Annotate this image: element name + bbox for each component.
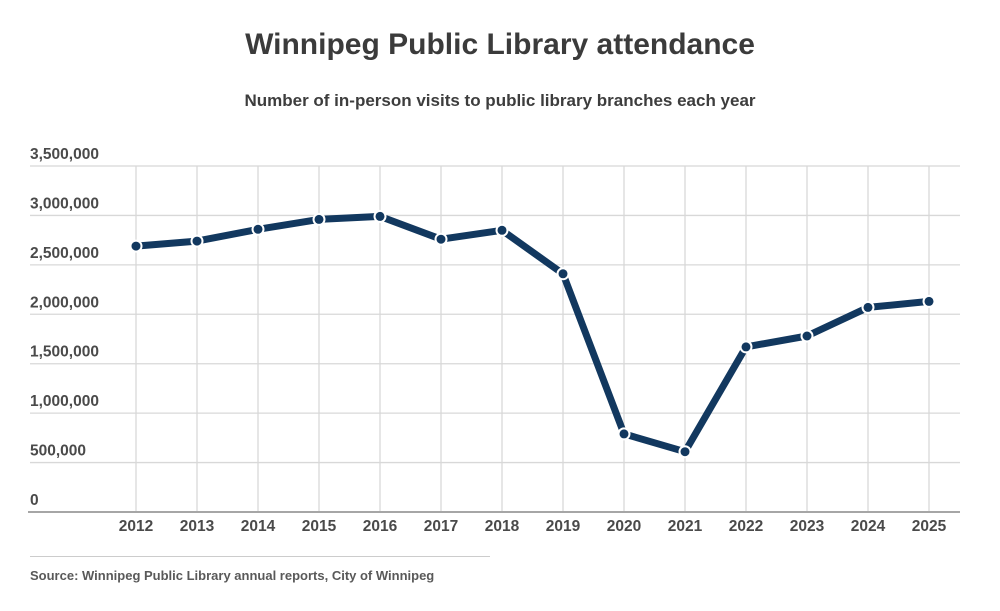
x-axis-tick-label: 2021 [668, 518, 703, 535]
data-point-2015[interactable] [314, 214, 324, 224]
source-note: Source: Winnipeg Public Library annual r… [30, 568, 435, 583]
x-axis-tick-label: 2012 [119, 518, 153, 535]
data-point-2024[interactable] [863, 302, 873, 312]
x-axis-tick-label: 2024 [851, 518, 886, 535]
x-axis-tick-label: 2019 [546, 518, 581, 535]
chart-subtitle: Number of in-person visits to public lib… [244, 91, 756, 110]
y-axis-tick-label: 1,500,000 [30, 344, 99, 361]
y-axis-tick-label: 500,000 [30, 443, 86, 460]
chart-title: Winnipeg Public Library attendance [245, 28, 755, 61]
y-axis-tick-label: 2,500,000 [30, 245, 99, 262]
data-point-2021[interactable] [680, 447, 690, 457]
data-point-2022[interactable] [741, 342, 751, 352]
data-point-2012[interactable] [131, 241, 141, 251]
y-axis-tick-label: 1,000,000 [30, 393, 99, 410]
x-axis-tick-label: 2022 [729, 518, 763, 535]
data-point-2020[interactable] [619, 429, 629, 439]
x-axis-tick-label: 2017 [424, 518, 458, 535]
x-axis-tick-label: 2025 [912, 518, 947, 535]
data-line [132, 212, 933, 456]
data-point-2016[interactable] [375, 211, 385, 221]
data-point-2017[interactable] [436, 234, 446, 244]
x-axis-tick-label: 2020 [607, 518, 641, 535]
data-point-2014[interactable] [253, 224, 263, 234]
x-axis-tick-label: 2014 [241, 518, 276, 535]
x-axis-tick-label: 2016 [363, 518, 398, 535]
footer-divider [30, 556, 490, 557]
data-point-2013[interactable] [192, 236, 202, 246]
x-axis-tick-label: 2018 [485, 518, 520, 535]
x-axis-tick-label: 2013 [180, 518, 215, 535]
y-axis-tick-label: 0 [30, 492, 39, 509]
y-axis-tick-label: 3,000,000 [30, 195, 99, 212]
data-point-2025[interactable] [924, 296, 934, 306]
data-point-2023[interactable] [802, 331, 812, 341]
data-point-2018[interactable] [497, 225, 507, 235]
x-axis-tick-label: 2023 [790, 518, 825, 535]
data-point-2019[interactable] [558, 269, 568, 279]
x-axis-tick-label: 2015 [302, 518, 337, 535]
y-axis-tick-label: 3,500,000 [30, 146, 99, 163]
y-axis-tick-label: 2,000,000 [30, 294, 99, 311]
